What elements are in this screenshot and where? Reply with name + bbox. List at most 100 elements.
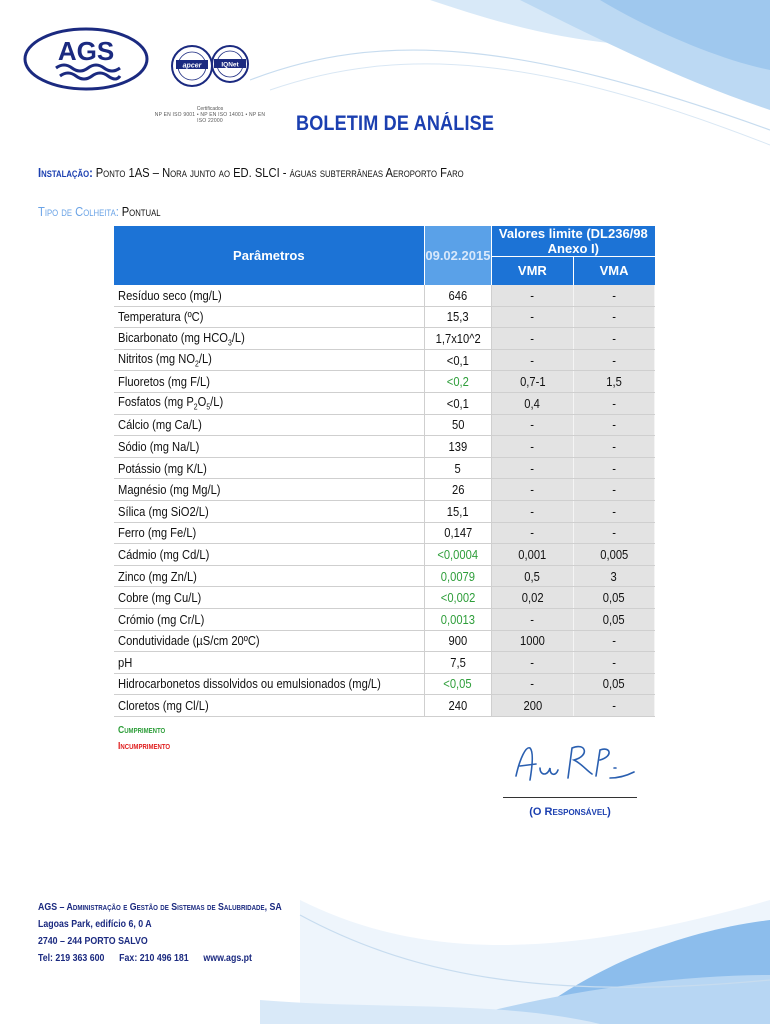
parameter-value: 15,3 [424, 306, 493, 329]
table-row: Cádmio (mg Cd/L) <0,0004 0,001 0,005 [114, 543, 656, 566]
installation-label: Instalação: [38, 165, 93, 180]
handwritten-signature [515, 745, 635, 781]
footer-company: AGS – Administração e Gestão de Sistemas… [38, 902, 282, 913]
parameter-value: 7,5 [424, 651, 493, 674]
vma-value: - [573, 478, 656, 501]
table-row: Cobre (mg Cu/L) <0,002 0,02 0,05 [114, 586, 656, 609]
cert-brand: apcer [183, 63, 203, 70]
parameter-value: 5 [424, 457, 493, 480]
parameter-name: Nitritos (mg NO2/L) [114, 349, 425, 372]
parameter-name: Zinco (mg Zn/L) [114, 565, 425, 588]
installation-line: Instalação: Ponto 1AS – Nora junto ao ED… [38, 165, 464, 180]
cert-network: IQNet [221, 62, 239, 69]
parameter-name: Sílica (mg SiO2/L) [114, 500, 425, 523]
vma-value: - [573, 457, 656, 480]
vma-value: 1,5 [573, 370, 656, 393]
vmr-value: - [491, 651, 574, 674]
parameter-name: Cloretos (mg Cl/L) [114, 694, 425, 717]
parameter-name: Bicarbonato (mg HCO3/L) [114, 327, 425, 350]
parameter-name: Cádmio (mg Cd/L) [114, 543, 425, 566]
parameter-value: <0,002 [424, 586, 493, 609]
vma-value: - [573, 306, 656, 329]
ags-logo: AGS [23, 27, 149, 91]
parameter-value: 646 [424, 284, 493, 307]
signature-line [503, 797, 637, 798]
table-row: Bicarbonato (mg HCO3/L) 1,7x10^2- - [114, 327, 656, 350]
parameter-name: Fosfatos (mg P2O5/L) [114, 392, 425, 415]
footer-tel: Tel: 219 363 600 [38, 953, 105, 964]
parameter-name: Sódio (mg Na/L) [114, 435, 425, 458]
vmr-value: - [491, 522, 574, 545]
parameter-name: Ferro (mg Fe/L) [114, 522, 425, 545]
vma-value: - [573, 435, 656, 458]
parameter-name: Hidrocarbonetos dissolvidos ou emulsiona… [114, 673, 425, 696]
parameter-value: <0,1 [424, 349, 493, 372]
table-row: Sódio (mg Na/L) 139- - [114, 435, 656, 458]
vma-value: 3 [573, 565, 656, 588]
header-parameters: Parâmetros [114, 226, 425, 285]
parameter-name: Condutividade (µS/cm 20ºC) [114, 630, 425, 653]
table-row: Cálcio (mg Ca/L) 50- - [114, 414, 656, 437]
parameter-value: 900 [424, 630, 493, 653]
table-row: pH 7,5- - [114, 651, 656, 674]
vma-value: - [573, 651, 656, 674]
footer-contacts: Tel: 219 363 600 Fax: 210 496 181 www.ag… [38, 950, 282, 967]
table-row: Potássio (mg K/L) 5- - [114, 457, 656, 480]
parameter-value: 139 [424, 435, 493, 458]
vmr-value: 1000 [491, 630, 574, 653]
table-row: Condutividade (µS/cm 20ºC) 900 1000- [114, 630, 656, 653]
vmr-value: - [491, 608, 574, 631]
parameter-name: Crómio (mg Cr/L) [114, 608, 425, 631]
footer-address-1: Lagoas Park, edifício 6, 0 A [38, 919, 152, 930]
table-row: Sílica (mg SiO2/L) 15,1- - [114, 500, 656, 523]
table-row: Hidrocarbonetos dissolvidos ou emulsiona… [114, 673, 656, 696]
vmr-value: - [491, 349, 574, 372]
vma-value: - [573, 414, 656, 437]
table-row: Fluoretos (mg F/L) <0,2 0,7-1 1,5 [114, 370, 656, 393]
footer-web: www.ags.pt [203, 953, 252, 964]
table-row: Nitritos (mg NO2/L) <0,1- - [114, 349, 656, 372]
vma-value: 0,05 [573, 608, 656, 631]
table-row: Fosfatos (mg P2O5/L) <0,1 0,4- [114, 392, 656, 415]
parameter-value: <0,1 [424, 392, 493, 415]
parameters-table-body: Resíduo seco (mg/L) 646- - Temperatura (ºC)… [114, 284, 656, 717]
parameter-value: 15,1 [424, 500, 493, 523]
vmr-value: - [491, 500, 574, 523]
parameter-name: Potássio (mg K/L) [114, 457, 425, 480]
vmr-value: 0,02 [491, 586, 574, 609]
parameter-value: 240 [424, 694, 493, 717]
legend: Cumprimento Incumprimento [118, 723, 170, 755]
vmr-value: - [491, 284, 574, 307]
table-row: Ferro (mg Fe/L) 0,147- - [114, 522, 656, 545]
parameter-value: <0,2 [424, 370, 493, 393]
parameter-value: 50 [424, 414, 493, 437]
parameter-value: 0,0079 [424, 565, 493, 588]
table-row: Crómio (mg Cr/L) 0,0013-0,05 [114, 608, 656, 631]
parameter-value: 1,7x10^2 [424, 327, 493, 350]
table-row: Resíduo seco (mg/L) 646- - [114, 284, 656, 307]
vmr-value: - [491, 414, 574, 437]
parameter-name: Fluoretos (mg F/L) [114, 370, 425, 393]
installation-value: Ponto 1AS – Nora junto ao ED. SLCI - águ… [95, 165, 464, 180]
vmr-value: - [491, 306, 574, 329]
vma-value: 0,05 [573, 673, 656, 696]
parameter-value: 26 [424, 478, 493, 501]
table-row: Cloretos (mg Cl/L) 240 200- [114, 694, 656, 717]
vmr-value: 200 [491, 694, 574, 717]
collection-type-line: Tipo de Colheita: Pontual [38, 204, 161, 219]
vma-value: 0,005 [573, 543, 656, 566]
vma-value: - [573, 284, 656, 307]
header-vma: VMA [573, 256, 655, 285]
vmr-value: - [491, 673, 574, 696]
page-title: BOLETIM DE ANÁLISE [296, 112, 495, 135]
vma-value: - [573, 694, 656, 717]
cert-caption-standards: NP EN ISO 9001 • NP EN ISO 14001 • NP EN… [154, 112, 266, 124]
collection-type-value: Pontual [121, 204, 161, 219]
vma-value: - [573, 327, 656, 350]
header-date: 09.02.2015 [424, 226, 493, 285]
vmr-value: - [491, 327, 574, 350]
vma-value: 0,05 [573, 586, 656, 609]
vma-value: - [573, 522, 656, 545]
parameter-value: 0,147 [424, 522, 493, 545]
table-row: Temperatura (ºC) 15,3- - [114, 306, 656, 329]
